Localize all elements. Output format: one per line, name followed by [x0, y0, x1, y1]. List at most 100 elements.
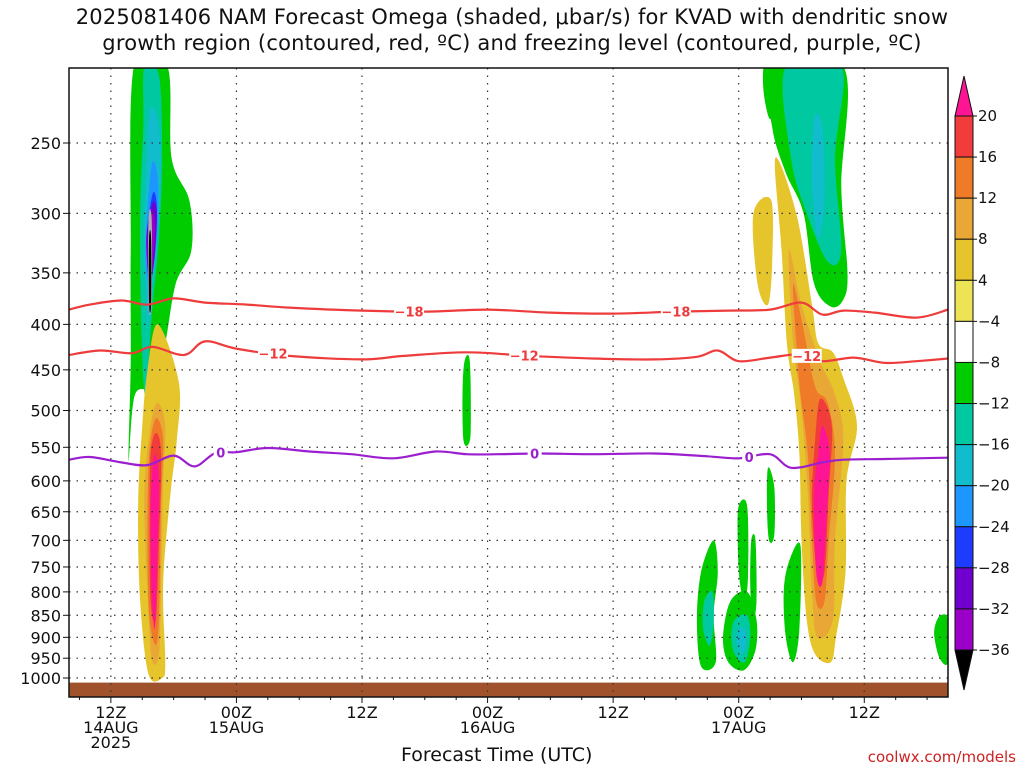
omega-region-19 — [752, 196, 774, 306]
ground-layer — [69, 682, 948, 697]
y-tick-label-500: 500 — [30, 402, 61, 421]
colorbar-box-1 — [954, 156, 974, 199]
colorbar-label-5: −4 — [978, 312, 1000, 330]
contour-line-2 — [69, 446, 948, 470]
colorbar-box-9 — [954, 485, 974, 528]
contour-layer: −18 −18 −12 −12 −12 0 0 0 — [69, 297, 948, 470]
y-tick-label-900: 900 — [30, 628, 61, 647]
omega-region-18 — [762, 68, 777, 120]
x-tick-label-3-0: 00Z — [472, 703, 503, 722]
omega-region-14 — [462, 354, 471, 446]
x-axis-label: Forecast Time (UTC) — [401, 744, 593, 766]
contour-label-bg-2-0 — [213, 445, 228, 460]
ground-fill — [69, 682, 948, 697]
x-tick-label-6-0: 12Z — [849, 703, 880, 722]
contour-label-1-2: −12 — [792, 350, 821, 365]
x-tick-label-1-0: 00Z — [221, 703, 252, 722]
x-tick-label-5-0: 00Z — [723, 703, 754, 722]
y-tick-label-1000: 1000 — [20, 669, 61, 688]
colorbar-box-8 — [954, 444, 974, 487]
omega-region-32 — [736, 626, 747, 655]
colorbar-label-3: 8 — [978, 230, 988, 248]
colorbar-label-1: 16 — [978, 148, 997, 166]
x-tick-label-4-0: 12Z — [597, 703, 628, 722]
contour-label-bg-1-2 — [791, 348, 822, 363]
colorbar-label-4: 4 — [978, 271, 988, 289]
contour-label-2-2: 0 — [745, 451, 754, 466]
colorbar: 20 16 12 8 4 −4 −8 −12 −16 −20 −24 −28 −32 −36 — [954, 75, 1010, 691]
colorbar-label-0: 20 — [978, 107, 997, 125]
y-tick-label-700: 700 — [30, 531, 61, 550]
y-tick-label-350: 350 — [30, 264, 61, 283]
omega-region-26 — [750, 533, 757, 621]
y-tick-label-300: 300 — [30, 204, 61, 223]
y-tick-label-650: 650 — [30, 503, 61, 522]
contour-label-bg-2-2 — [742, 449, 757, 464]
y-tick-label-450: 450 — [30, 361, 61, 380]
colorbar-box-10 — [954, 526, 974, 569]
colorbar-box-4 — [954, 279, 974, 322]
contour-label-bg-2-1 — [527, 446, 542, 461]
colorbar-box-11 — [954, 567, 974, 610]
contour-label-bg-1-1 — [509, 348, 540, 363]
contour-line-1 — [69, 340, 948, 365]
contour-label-0-1: −18 — [661, 306, 690, 321]
colorbar-label-6: −8 — [978, 353, 1000, 371]
contour-label-2-0: 0 — [216, 447, 225, 462]
y-tick-label-600: 600 — [30, 472, 61, 491]
y-tick-label-800: 800 — [30, 583, 61, 602]
contour-line-0 — [69, 297, 948, 319]
colorbar-bottom-arrow — [954, 649, 974, 691]
omega-region-24 — [814, 425, 830, 587]
omega-region-13 — [150, 454, 160, 630]
contour-label-0-0: −18 — [395, 305, 424, 320]
omega-region-27 — [766, 467, 776, 544]
y-tick-label-550: 550 — [30, 438, 61, 457]
omega-region-34 — [934, 614, 948, 665]
colorbar-box-2 — [954, 197, 974, 240]
y-tick-label-850: 850 — [30, 606, 61, 625]
watermark-text: coolwx.com/models — [867, 748, 1016, 766]
chart-title: 2025081406 NAM Forecast Omega (shaded, μ… — [0, 4, 1024, 56]
chart-title-line-2: growth region (contoured, red, ºC) and f… — [102, 31, 922, 55]
colorbar-label-7: −12 — [978, 395, 1010, 413]
colorbar-label-8: −16 — [978, 436, 1010, 454]
colorbar-top-arrow — [954, 75, 974, 117]
omega-region-33 — [783, 542, 802, 663]
omega-region-29 — [702, 590, 714, 646]
contour-label-bg-0-1 — [660, 304, 691, 319]
colorbar-box-6 — [954, 361, 974, 405]
x-tick-label-0-0: 12Z — [95, 703, 126, 722]
colorbar-label-13: −36 — [978, 641, 1010, 659]
x-tick-label-5-1: 17AUG — [711, 718, 766, 737]
omega-shading-layer — [128, 68, 948, 682]
colorbar-box-7 — [954, 403, 974, 446]
colorbar-label-12: −32 — [978, 600, 1010, 618]
omega-region-25 — [737, 499, 749, 602]
omega-region-17 — [811, 113, 825, 239]
y-tick-label-400: 400 — [30, 315, 61, 334]
x-tick-label-2-0: 12Z — [346, 703, 377, 722]
y-tick-label-950: 950 — [30, 649, 61, 668]
chart-title-line-1: 2025081406 NAM Forecast Omega (shaded, μ… — [75, 5, 949, 29]
colorbar-label-10: −24 — [978, 518, 1010, 536]
contour-label-1-1: −12 — [510, 350, 539, 365]
colorbar-box-12 — [954, 608, 974, 651]
contour-label-1-0: −12 — [259, 348, 288, 363]
x-tick-label-3-1: 16AUG — [460, 718, 515, 737]
contour-label-bg-1-0 — [258, 346, 289, 361]
colorbar-box-3 — [954, 238, 974, 281]
colorbar-label-2: 12 — [978, 189, 997, 207]
contour-label-2-1: 0 — [530, 448, 539, 463]
y-tick-label-250: 250 — [30, 134, 61, 153]
colorbar-box-5 — [954, 320, 974, 363]
contour-label-bg-0-0 — [394, 304, 425, 319]
x-tick-label-0-1: 14AUG — [83, 718, 138, 737]
y-axis: 250 300 350 400 450 500 550 600 650 700 750 800 850 9… — [20, 134, 69, 688]
plot-frame — [68, 67, 949, 698]
y-tick-label-750: 750 — [30, 558, 61, 577]
x-tick-label-1-1: 15AUG — [209, 718, 264, 737]
colorbar-label-9: −20 — [978, 477, 1010, 495]
